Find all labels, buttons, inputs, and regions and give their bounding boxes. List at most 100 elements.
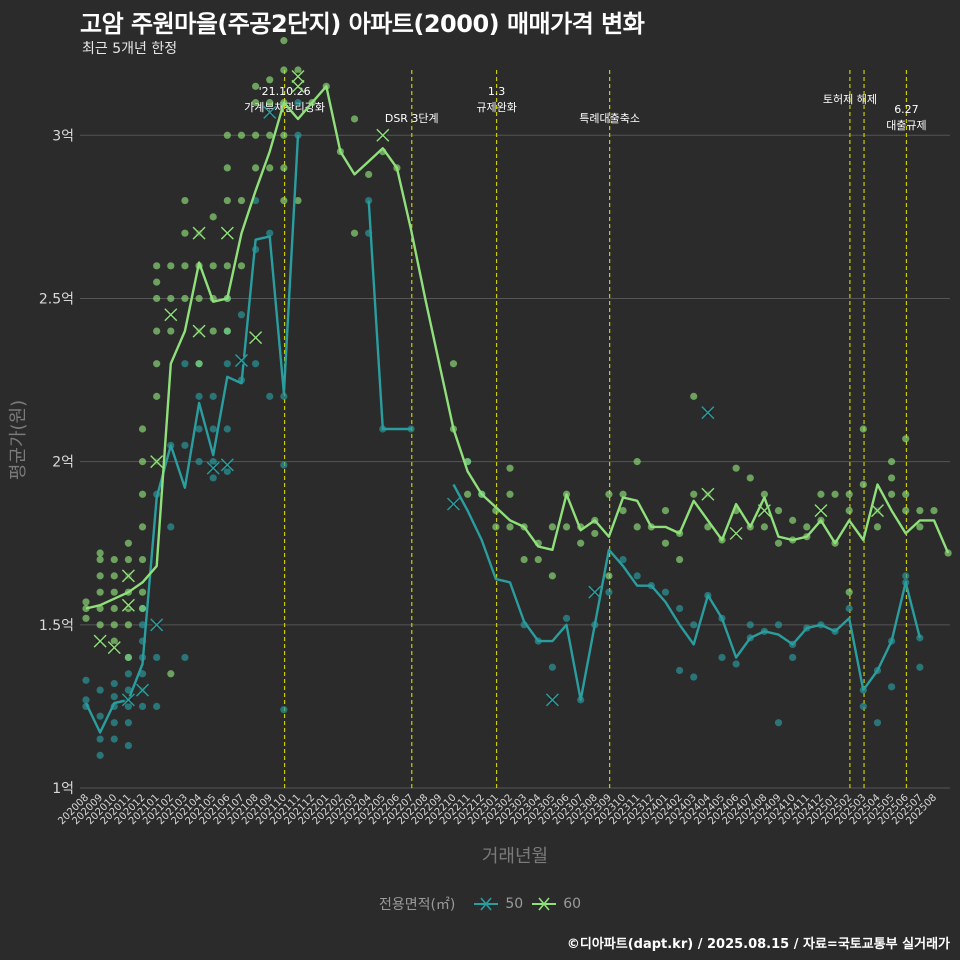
chart-title: 고암 주원마을(주공2단지) 아파트(2000) 매매가격 변화 [80,10,645,38]
point-50-39 [209,425,217,433]
legend-key-60-icon [532,897,557,911]
point-60-126 [746,474,754,482]
point-50-99 [888,683,896,691]
highlight-mark-50-2 [150,618,164,632]
point-60-119 [690,490,698,498]
point-50-10 [110,679,118,688]
point-50-32 [181,360,189,368]
point-60-115 [661,539,670,547]
point-60-154 [916,506,924,515]
point-50-17 [124,741,132,750]
point-60-0 [82,614,90,622]
point-60-41 [181,262,189,270]
point-60-152 [902,435,910,443]
point-50-103 [916,663,924,671]
point-60-147 [888,490,896,498]
point-60-44 [195,360,203,368]
point-50-71 [619,555,627,564]
series-line-50-1 [367,200,412,431]
highlight-layer [93,70,884,707]
point-60-96 [520,555,528,564]
highlight-mark-50-3 [206,461,220,475]
point-60-148 [888,474,896,482]
point-60-27 [138,458,147,466]
point-50-89 [789,653,797,662]
highlight-mark-50-0 [121,693,135,707]
point-60-94 [506,490,514,498]
point-50-3 [96,751,104,759]
point-60-53 [223,327,231,335]
point-60-81 [350,229,359,237]
event-label-2-1: 규제완화 [476,101,516,114]
point-50-11 [110,735,118,743]
highlight-mark-50-4 [220,458,234,472]
x-axis-title: 거래년월 [482,846,548,867]
highlight-mark-60-14 [729,526,743,540]
point-60-15 [124,621,132,629]
point-60-93 [506,523,514,531]
point-50-12 [124,719,132,727]
point-60-25 [138,523,147,531]
point-60-49 [209,327,217,335]
point-60-68 [266,99,274,107]
point-50-20 [138,670,147,678]
highlight-mark-60-15 [757,504,771,518]
point-50-82 [732,660,740,668]
point-60-67 [266,131,274,139]
highlight-mark-50-7 [446,497,460,511]
point-60-8 [96,549,104,557]
point-50-25 [153,702,161,711]
point-60-61 [237,131,246,139]
point-60-59 [237,262,246,270]
point-60-95 [506,464,514,472]
point-50-23 [138,621,147,629]
point-60-150 [902,490,910,498]
y-axis-title: 평균가(원) [8,400,29,480]
point-60-5 [96,588,104,596]
highlight-mark-60-7 [192,226,206,240]
legend-item-50: 50 [473,894,523,914]
event-label-4-0: 토허제 해제 [823,92,877,106]
legend-label-50: 50 [505,896,524,912]
point-50-42 [223,360,231,368]
point-60-155 [930,506,938,515]
point-60-60 [237,196,246,205]
axis-layer: 1억1.5억2억2.5억3억20200820200920201020201120… [39,128,939,827]
point-50-18 [138,702,147,711]
point-60-31 [153,360,161,368]
y-tick-label-3: 2.5억 [39,291,74,307]
point-60-107 [591,529,599,538]
point-50-26 [153,653,161,662]
point-60-70 [280,196,288,205]
point-60-86 [449,360,458,368]
point-60-82 [350,115,359,123]
point-50-5 [96,712,104,720]
point-60-132 [789,516,797,524]
point-60-77 [294,66,302,74]
series-line-50-0 [84,135,300,734]
point-60-37 [167,294,175,303]
highlight-mark-60-10 [291,79,305,93]
point-50-74 [661,588,670,596]
point-50-75 [676,604,684,613]
point-60-124 [732,464,740,472]
point-60-43 [181,196,189,205]
point-50-72 [633,572,641,580]
point-60-116 [661,506,670,515]
event-label-3-0: 특례대출축소 [579,112,640,125]
highlight-mark-50-9 [588,585,602,599]
point-60-76 [294,196,302,205]
point-50-34 [195,425,203,433]
point-60-24 [138,555,147,564]
highlight-mark-50-5 [234,353,248,367]
point-60-63 [252,131,260,139]
point-50-54 [280,392,288,400]
highlight-mark-60-6 [192,324,206,338]
point-60-112 [633,458,641,466]
highlight-mark-60-4 [150,455,164,469]
highlight-mark-60-11 [291,70,305,84]
point-60-130 [774,539,783,547]
highlight-mark-60-13 [701,487,715,501]
point-60-40 [181,294,189,303]
point-50-81 [718,653,726,662]
